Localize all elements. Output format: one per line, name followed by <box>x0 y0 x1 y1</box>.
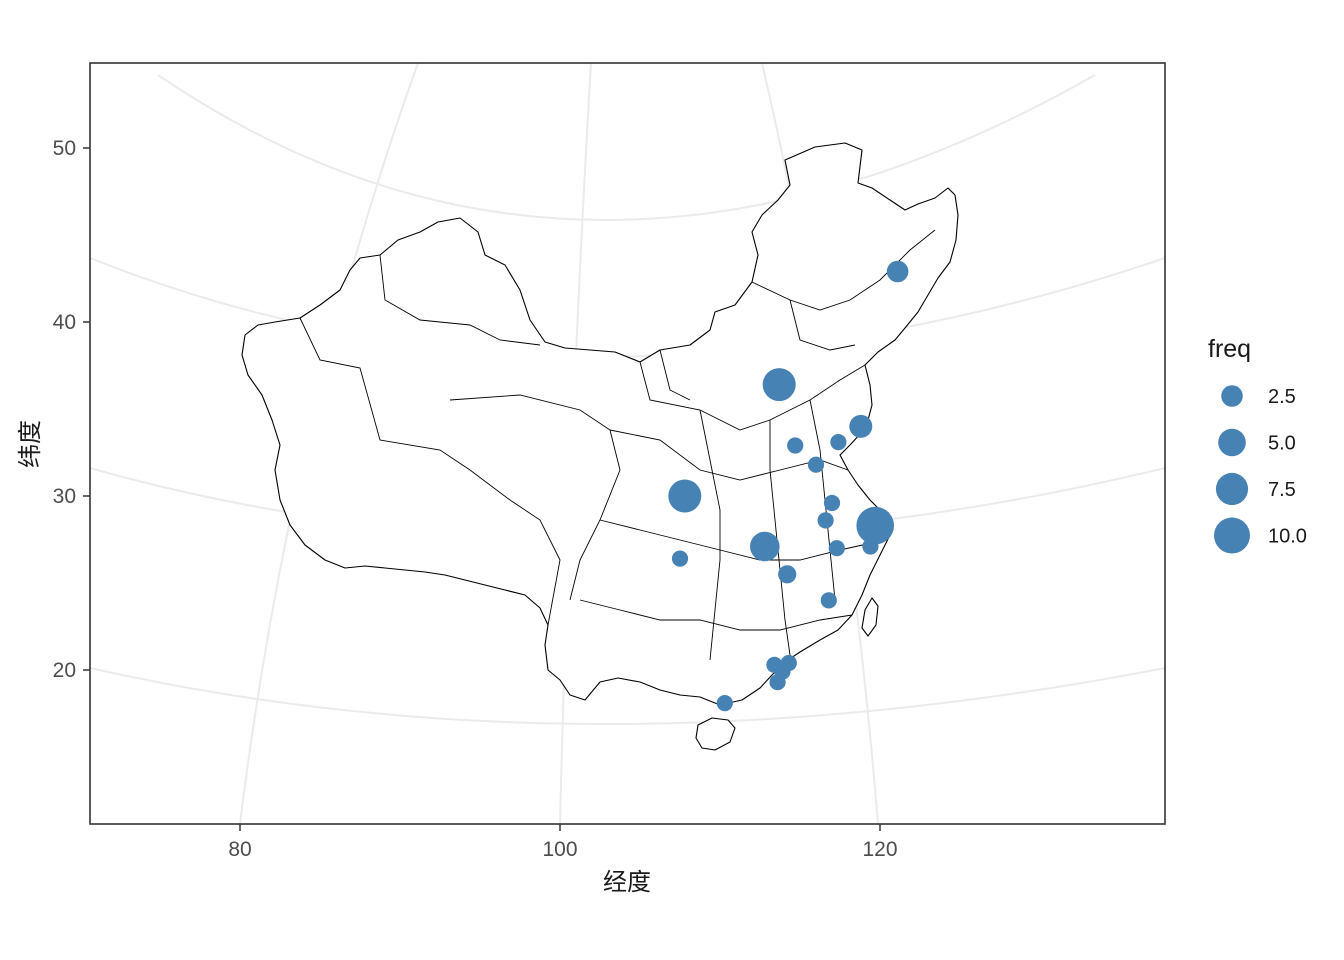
data-point-2 <box>849 414 873 438</box>
legend-label-2: 7.5 <box>1268 479 1296 501</box>
data-point-8 <box>668 479 702 513</box>
data-point-15 <box>820 592 837 609</box>
y-axis-title: 纬度 <box>16 420 44 468</box>
legend-key-1 <box>1218 428 1246 457</box>
legend-key-2 <box>1215 472 1249 506</box>
y-tick-label: 50 <box>53 137 76 160</box>
x-tick-label: 120 <box>862 838 897 861</box>
panel-border <box>89 62 1166 825</box>
x-tick-label: 80 <box>228 838 251 861</box>
data-point-11 <box>750 531 780 562</box>
data-point-9 <box>856 506 894 545</box>
data-point-1 <box>762 368 796 402</box>
graticule-lat-50 <box>157 74 1096 221</box>
china-admin-regions <box>241 142 959 751</box>
data-point-4 <box>787 437 804 454</box>
data-point-14 <box>778 565 797 584</box>
data-point-6 <box>823 494 841 512</box>
x-axis-title: 经度 <box>603 868 651 896</box>
legend-label-0: 2.5 <box>1268 386 1296 408</box>
legend-label-1: 5.0 <box>1268 433 1296 455</box>
graticule-lat-20 <box>89 667 1166 725</box>
legend-key-0 <box>1221 385 1243 407</box>
y-tick-label: 30 <box>53 485 76 508</box>
data-point-13 <box>671 550 689 567</box>
legend-keys: 2.5 5.0 7.5 10.0 <box>1214 385 1307 554</box>
data-point-19 <box>769 674 786 691</box>
data-point-5 <box>807 456 825 473</box>
hainan-island <box>695 717 736 751</box>
legend-key-3 <box>1214 517 1250 554</box>
legend: freq 2.5 5.0 7.5 10.0 <box>1208 335 1307 554</box>
x-axis-ticks: 80 100 120 <box>228 824 898 861</box>
taiwan-island <box>861 597 879 637</box>
data-point-3 <box>830 434 847 451</box>
data-point-20 <box>716 695 733 712</box>
data-point-0 <box>886 260 909 283</box>
y-tick-label: 40 <box>53 311 76 334</box>
axes: 80 100 120 20 30 40 50 经度 纬度 <box>16 137 898 896</box>
y-axis-ticks: 20 30 40 50 <box>53 137 90 682</box>
x-tick-label: 100 <box>542 838 577 861</box>
plot-panel <box>89 62 1166 825</box>
data-point-12 <box>828 540 845 557</box>
y-tick-label: 20 <box>53 659 76 682</box>
data-point-7 <box>817 512 834 529</box>
legend-label-3: 10.0 <box>1268 526 1307 548</box>
bubble-points <box>668 260 909 712</box>
data-point-10 <box>862 538 879 555</box>
legend-title: freq <box>1208 335 1251 363</box>
